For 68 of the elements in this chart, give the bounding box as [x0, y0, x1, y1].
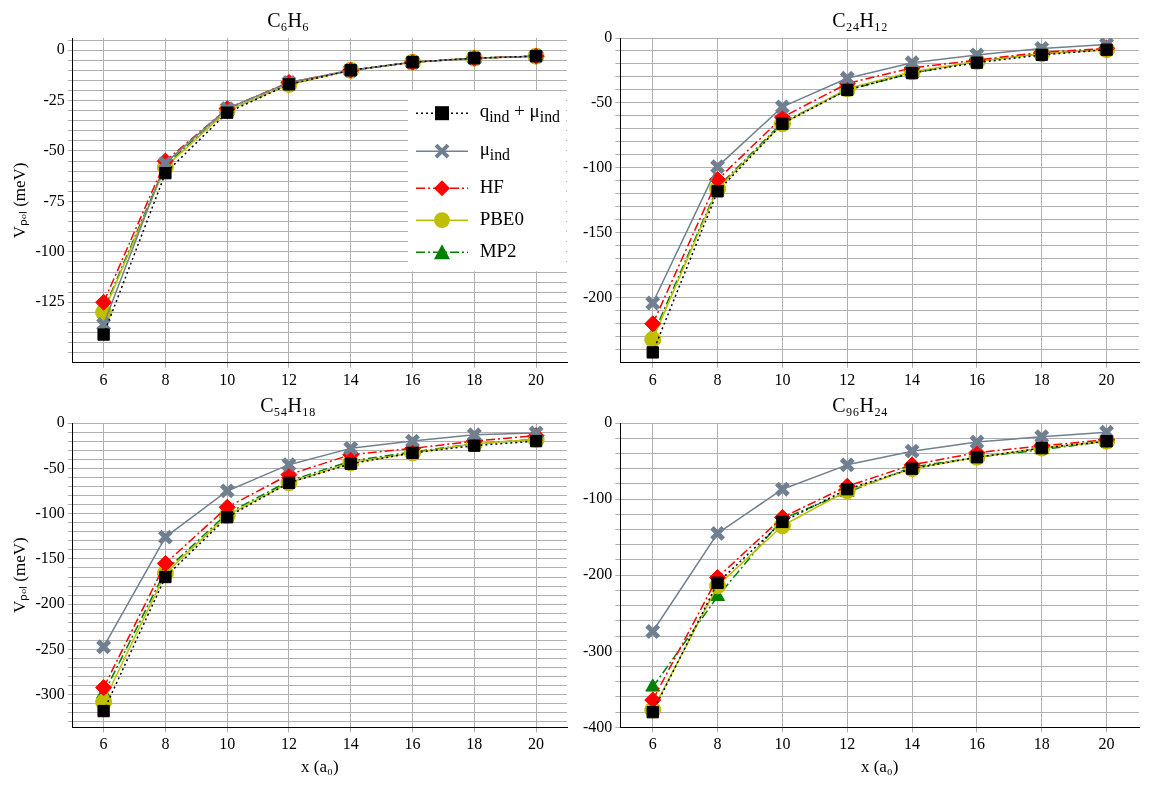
legend-label: MP2: [479, 240, 517, 262]
x-tick-label: 8: [713, 370, 722, 388]
y-tick-label: -125: [35, 292, 65, 310]
x-tick-label: 8: [713, 735, 722, 753]
x-axis-title: x (a₀): [301, 757, 339, 777]
x-tick-label: 8: [161, 735, 170, 753]
x-tick-label: 12: [280, 735, 297, 753]
x-tick-label: 20: [1098, 735, 1115, 753]
x-tick-label: 18: [466, 735, 483, 753]
y-tick-label: -200: [583, 565, 613, 583]
x-tick-label: 16: [968, 735, 985, 753]
x-tick-label: 8: [161, 370, 170, 388]
y-tick-label: -300: [35, 684, 65, 702]
y-tick-label: -200: [583, 288, 613, 306]
x-tick-label: 12: [839, 735, 856, 753]
y-tick-label: -100: [35, 503, 65, 521]
x-tick-label: 12: [280, 370, 297, 388]
y-tick-label: -25: [43, 90, 65, 108]
x-tick-label: 16: [404, 735, 421, 753]
chart-title: C₉₆H₂₄: [832, 394, 888, 417]
y-tick-label: -250: [35, 639, 65, 657]
x-tick-label: 20: [1098, 370, 1115, 388]
x-tick-label: 14: [342, 370, 359, 388]
y-tick-label: -100: [35, 242, 65, 260]
legend-label: q$_{ind}$ + μ$_{ind}$: [479, 100, 560, 126]
x-tick-label: 14: [342, 735, 359, 753]
y-tick-label: -200: [35, 594, 65, 612]
x-tick-label: 16: [968, 370, 985, 388]
x-tick-label: 6: [99, 370, 108, 388]
x-tick-label: 10: [774, 370, 791, 388]
chart-title: C₆H₆: [267, 9, 309, 32]
y-tick-label: 0: [604, 28, 613, 46]
y-tick-label: 0: [604, 413, 613, 431]
y-tick-label: -400: [583, 717, 613, 735]
y-axis-title: Vₚₒₗ (meV): [9, 162, 30, 239]
x-tick-label: 10: [219, 735, 236, 753]
y-tick-label: 0: [56, 40, 65, 58]
x-tick-label: 10: [219, 370, 236, 388]
x-tick-label: 18: [1033, 735, 1050, 753]
legend-label: μ$_{ind}$: [479, 138, 511, 164]
y-tick-label: -50: [43, 458, 65, 476]
x-tick-label: 6: [99, 735, 108, 753]
y-tick-label: 0: [56, 413, 65, 431]
y-tick-label: -300: [583, 641, 613, 659]
y-tick-label: -100: [583, 489, 613, 507]
x-tick-label: 18: [466, 370, 483, 388]
legend-label: PBE0: [479, 208, 524, 230]
x-tick-label: 10: [774, 735, 791, 753]
chart-title: C₅₄H₁₈: [260, 394, 316, 417]
x-tick-label: 6: [648, 370, 657, 388]
x-tick-label: 20: [528, 735, 545, 753]
x-axis-title: x (a₀): [860, 757, 899, 777]
x-tick-label: 6: [648, 735, 657, 753]
y-tick-label: -100: [583, 158, 613, 176]
x-tick-label: 14: [904, 735, 921, 753]
legend-label: HF: [479, 176, 504, 198]
x-tick-label: 12: [839, 370, 856, 388]
y-tick-label: -150: [583, 223, 613, 241]
x-tick-label: 16: [404, 370, 421, 388]
y-tick-label: -75: [43, 191, 65, 209]
chart-title: C₂₄H₁₂: [832, 9, 888, 32]
y-tick-label: -150: [35, 549, 65, 567]
x-tick-label: 18: [1033, 370, 1050, 388]
y-axis-title: Vₚₒₗ (meV): [9, 537, 30, 614]
y-tick-label: -50: [591, 93, 613, 111]
x-tick-label: 20: [528, 370, 545, 388]
x-tick-label: 14: [904, 370, 921, 388]
y-tick-label: -50: [43, 141, 65, 159]
